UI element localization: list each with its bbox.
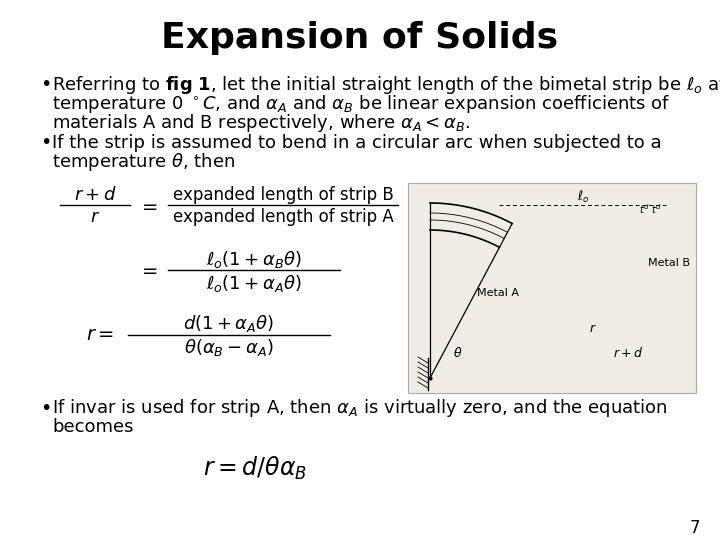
- Text: $t^d\ t^d$: $t^d\ t^d$: [639, 202, 662, 216]
- Text: Metal B: Metal B: [648, 258, 690, 268]
- Bar: [408, 183, 696, 393]
- Text: Expansion of Solids: Expansion of Solids: [161, 21, 559, 55]
- Text: Metal A: Metal A: [477, 288, 519, 298]
- Text: $r+d$: $r+d$: [613, 346, 643, 360]
- Text: $\ell_o(1+\alpha_B\theta)$: $\ell_o(1+\alpha_B\theta)$: [206, 248, 302, 269]
- Text: •: •: [40, 399, 51, 417]
- Text: $r=$: $r=$: [86, 326, 114, 345]
- Text: •: •: [40, 76, 51, 94]
- Text: expanded length of strip B: expanded length of strip B: [173, 186, 393, 204]
- Text: $\theta(\alpha_B-\alpha_A)$: $\theta(\alpha_B-\alpha_A)$: [184, 338, 274, 359]
- Text: 7: 7: [690, 519, 700, 537]
- Text: temperature $0\ ^\circ C$, and $\alpha_A$ and $\alpha_B$ be linear expansion coe: temperature $0\ ^\circ C$, and $\alpha_A…: [52, 93, 670, 115]
- Text: $=$: $=$: [138, 260, 158, 280]
- Text: $\ell_o$: $\ell_o$: [577, 189, 589, 205]
- Text: $d(1+\alpha_A\theta)$: $d(1+\alpha_A\theta)$: [184, 314, 275, 334]
- Text: expanded length of strip A: expanded length of strip A: [173, 208, 393, 226]
- Text: $r$: $r$: [589, 321, 597, 334]
- Text: $\theta$: $\theta$: [454, 346, 463, 360]
- Text: •: •: [40, 133, 51, 152]
- Text: temperature $\theta$, then: temperature $\theta$, then: [52, 151, 235, 173]
- Text: If the strip is assumed to bend in a circular arc when subjected to a: If the strip is assumed to bend in a cir…: [52, 134, 662, 152]
- Text: $r$: $r$: [90, 208, 100, 226]
- Text: materials A and B respectively, where $\alpha_A < \alpha_B.$: materials A and B respectively, where $\…: [52, 112, 470, 134]
- Text: $r+d$: $r+d$: [73, 186, 117, 204]
- Text: Referring to $\mathbf{fig\ 1}$, let the initial straight length of the bimetal s: Referring to $\mathbf{fig\ 1}$, let the …: [52, 74, 720, 96]
- Text: If invar is used for strip A, then $\alpha_A$ is virtually zero, and the equatio: If invar is used for strip A, then $\alp…: [52, 397, 667, 419]
- Text: $=$: $=$: [138, 195, 158, 214]
- Text: becomes: becomes: [52, 418, 133, 436]
- Text: $r = d/\theta\alpha_B$: $r = d/\theta\alpha_B$: [203, 454, 307, 482]
- Text: $\ell_o(1+\alpha_A\theta)$: $\ell_o(1+\alpha_A\theta)$: [206, 273, 302, 294]
